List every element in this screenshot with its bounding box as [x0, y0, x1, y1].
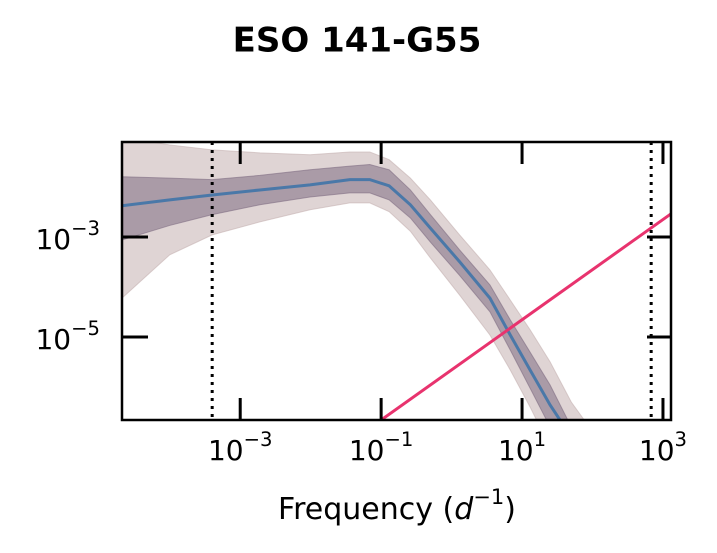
y-tick-label: 10−5 [35, 317, 100, 357]
confidence-band [122, 164, 569, 420]
x-axis-label: Frequency (d−1) [278, 485, 516, 527]
chart-title: ESO 141-G55 [233, 21, 482, 61]
noise-line [380, 212, 671, 420]
confidence-band [122, 142, 585, 420]
x-tick-label: 10−1 [349, 428, 414, 468]
median-line [122, 178, 562, 420]
y-tick-label: 10−3 [35, 216, 100, 256]
plot-frame [120, 140, 673, 422]
x-tick-label: 101 [498, 428, 546, 468]
plot-area [122, 142, 671, 420]
x-tick-label: 103 [639, 428, 687, 468]
x-tick-label: 10−3 [208, 428, 273, 468]
